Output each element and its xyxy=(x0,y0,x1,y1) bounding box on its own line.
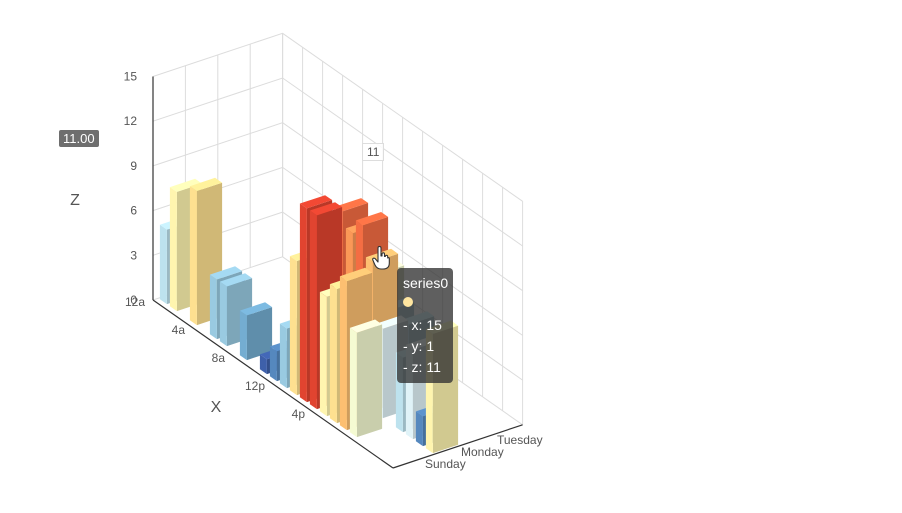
highlight-bar-label: 11 xyxy=(362,143,385,161)
bar-top-face xyxy=(339,267,373,282)
z-tick-label: 0 xyxy=(130,293,137,307)
bar-front-face xyxy=(159,224,167,305)
bar-front-face xyxy=(169,187,177,312)
z-tick-label: 15 xyxy=(124,70,138,84)
bar-front-face xyxy=(329,284,337,424)
x-tick-label: 4p xyxy=(292,407,306,421)
bar-top-face xyxy=(335,198,369,212)
z-axis-name: Z xyxy=(70,192,80,209)
bar-7p-Sunday xyxy=(349,319,383,438)
bar-8a-Sunday xyxy=(239,302,273,361)
tooltip-y: - y: 1 xyxy=(403,338,435,354)
bar-top-face xyxy=(309,202,343,216)
x-axis-line xyxy=(152,299,394,469)
z-tick-label: 3 xyxy=(130,248,137,262)
grid-line xyxy=(152,32,523,202)
bar-top-face xyxy=(239,302,273,316)
bar-top-face xyxy=(299,195,333,209)
y-tick-label: Sunday xyxy=(425,457,466,471)
bar-top-face xyxy=(219,273,253,287)
bar-top-face xyxy=(169,178,203,192)
z-tick-label: 12 xyxy=(124,114,138,128)
x-axis-name: X xyxy=(211,399,222,416)
tooltip-x: - x: 15 xyxy=(403,317,442,333)
axis-pointer-label: 11.00 xyxy=(59,130,99,147)
data-tooltip: series0 - x: 15 - y: 1 - z: 11 xyxy=(397,268,453,383)
y-axis-line xyxy=(392,424,523,469)
x-tick-label: 12p xyxy=(245,379,265,393)
chart-bars xyxy=(159,177,459,454)
bar-front-face xyxy=(189,186,197,326)
bar-front-face xyxy=(239,310,247,361)
bar-front-face xyxy=(339,276,347,431)
chart-axes xyxy=(152,76,523,469)
bar-top-face xyxy=(349,319,383,333)
tooltip-series-dot xyxy=(403,297,413,307)
bar-front-face xyxy=(269,346,277,382)
x-tick-label: 8a xyxy=(212,351,226,365)
x-tick-label: 12a xyxy=(125,295,145,309)
tooltip-title: series0 xyxy=(403,275,449,291)
tooltip-z: - z: 11 xyxy=(403,359,441,375)
y-tick-label: Tuesday xyxy=(497,433,543,447)
bar-front-face xyxy=(319,292,327,417)
bar-top-face xyxy=(209,266,243,280)
bar-front-face xyxy=(219,281,227,347)
bar-front-face xyxy=(309,210,317,410)
bar-top-face xyxy=(355,212,389,226)
bar-front-face xyxy=(415,411,423,447)
hand-cursor-icon xyxy=(372,246,390,270)
bar-front-face xyxy=(209,274,217,340)
z-tick-label: 9 xyxy=(130,159,137,173)
bar-front-face xyxy=(259,354,267,375)
bar-side-face xyxy=(356,324,383,438)
y-tick-label: Monday xyxy=(461,445,504,459)
bar-front-face xyxy=(279,323,287,389)
bar-front-face xyxy=(349,327,357,438)
bar-front-face xyxy=(299,203,307,403)
bar-side-face xyxy=(246,307,273,361)
x-tick-label: 4a xyxy=(172,323,186,337)
z-tick-label: 6 xyxy=(130,204,137,218)
bar-front-face xyxy=(289,256,297,396)
bar-top-face xyxy=(189,177,223,191)
